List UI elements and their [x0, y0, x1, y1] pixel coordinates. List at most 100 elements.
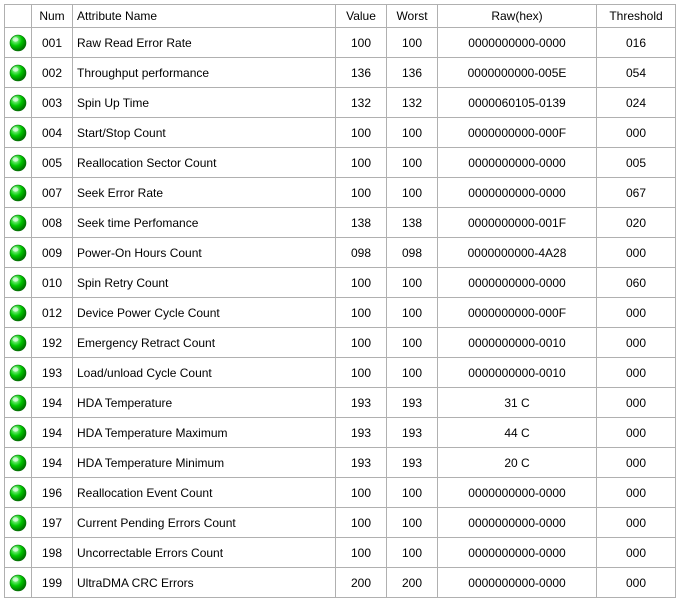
- value-cell: 193: [336, 448, 387, 478]
- threshold-cell: 000: [597, 328, 676, 358]
- table-row[interactable]: 199UltraDMA CRC Errors2002000000000000-0…: [5, 568, 676, 598]
- status-good-icon: [9, 454, 27, 472]
- value-cell: 193: [336, 388, 387, 418]
- threshold-cell: 016: [597, 28, 676, 58]
- threshold-cell: 000: [597, 508, 676, 538]
- table-row[interactable]: 001Raw Read Error Rate1001000000000000-0…: [5, 28, 676, 58]
- raw-cell: 44 C: [438, 418, 597, 448]
- status-cell: [5, 418, 32, 448]
- table-row[interactable]: 004Start/Stop Count1001000000000000-000F…: [5, 118, 676, 148]
- raw-cell: 0000000000-4A28: [438, 238, 597, 268]
- status-good-icon: [9, 394, 27, 412]
- status-good-icon: [9, 544, 27, 562]
- col-header-value: Value: [336, 5, 387, 28]
- status-cell: [5, 148, 32, 178]
- status-good-icon: [9, 274, 27, 292]
- num-cell: 008: [32, 208, 73, 238]
- num-cell: 004: [32, 118, 73, 148]
- name-cell: Start/Stop Count: [73, 118, 336, 148]
- value-cell: 100: [336, 118, 387, 148]
- status-cell: [5, 208, 32, 238]
- table-row[interactable]: 193Load/unload Cycle Count10010000000000…: [5, 358, 676, 388]
- table-row[interactable]: 002Throughput performance136136000000000…: [5, 58, 676, 88]
- status-cell: [5, 238, 32, 268]
- num-cell: 199: [32, 568, 73, 598]
- value-cell: 200: [336, 568, 387, 598]
- name-cell: Reallocation Event Count: [73, 478, 336, 508]
- status-cell: [5, 178, 32, 208]
- name-cell: Raw Read Error Rate: [73, 28, 336, 58]
- num-cell: 009: [32, 238, 73, 268]
- table-row[interactable]: 012Device Power Cycle Count1001000000000…: [5, 298, 676, 328]
- raw-cell: 0000000000-000F: [438, 298, 597, 328]
- status-cell: [5, 88, 32, 118]
- status-good-icon: [9, 214, 27, 232]
- status-good-icon: [9, 124, 27, 142]
- worst-cell: 100: [387, 118, 438, 148]
- value-cell: 100: [336, 358, 387, 388]
- table-row[interactable]: 196Reallocation Event Count1001000000000…: [5, 478, 676, 508]
- raw-cell: 0000000000-0000: [438, 28, 597, 58]
- num-cell: 192: [32, 328, 73, 358]
- status-cell: [5, 28, 32, 58]
- status-cell: [5, 358, 32, 388]
- threshold-cell: 024: [597, 88, 676, 118]
- table-row[interactable]: 003Spin Up Time1321320000060105-0139024: [5, 88, 676, 118]
- value-cell: 100: [336, 508, 387, 538]
- worst-cell: 100: [387, 178, 438, 208]
- table-row[interactable]: 008Seek time Perfomance1381380000000000-…: [5, 208, 676, 238]
- table-row[interactable]: 005Reallocation Sector Count100100000000…: [5, 148, 676, 178]
- num-cell: 194: [32, 388, 73, 418]
- raw-cell: 0000000000-0010: [438, 328, 597, 358]
- table-row[interactable]: 198Uncorrectable Errors Count10010000000…: [5, 538, 676, 568]
- col-header-name: Attribute Name: [73, 5, 336, 28]
- value-cell: 100: [336, 328, 387, 358]
- name-cell: HDA Temperature: [73, 388, 336, 418]
- raw-cell: 0000000000-0000: [438, 478, 597, 508]
- threshold-cell: 000: [597, 298, 676, 328]
- value-cell: 100: [336, 148, 387, 178]
- num-cell: 012: [32, 298, 73, 328]
- worst-cell: 100: [387, 298, 438, 328]
- raw-cell: 0000000000-001F: [438, 208, 597, 238]
- status-good-icon: [9, 484, 27, 502]
- table-row[interactable]: 007Seek Error Rate1001000000000000-00000…: [5, 178, 676, 208]
- worst-cell: 100: [387, 328, 438, 358]
- raw-cell: 20 C: [438, 448, 597, 478]
- threshold-cell: 067: [597, 178, 676, 208]
- status-good-icon: [9, 304, 27, 322]
- raw-cell: 31 C: [438, 388, 597, 418]
- worst-cell: 100: [387, 538, 438, 568]
- num-cell: 003: [32, 88, 73, 118]
- table-row[interactable]: 010Spin Retry Count1001000000000000-0000…: [5, 268, 676, 298]
- value-cell: 098: [336, 238, 387, 268]
- num-cell: 194: [32, 448, 73, 478]
- name-cell: Seek time Perfomance: [73, 208, 336, 238]
- table-row[interactable]: 009Power-On Hours Count0980980000000000-…: [5, 238, 676, 268]
- threshold-cell: 000: [597, 478, 676, 508]
- status-good-icon: [9, 154, 27, 172]
- num-cell: 005: [32, 148, 73, 178]
- raw-cell: 0000000000-0010: [438, 358, 597, 388]
- num-cell: 001: [32, 28, 73, 58]
- name-cell: Reallocation Sector Count: [73, 148, 336, 178]
- status-good-icon: [9, 514, 27, 532]
- status-good-icon: [9, 424, 27, 442]
- worst-cell: 100: [387, 358, 438, 388]
- worst-cell: 132: [387, 88, 438, 118]
- raw-cell: 0000060105-0139: [438, 88, 597, 118]
- value-cell: 100: [336, 538, 387, 568]
- name-cell: Device Power Cycle Count: [73, 298, 336, 328]
- table-row[interactable]: 194HDA Temperature Maximum19319344 C000: [5, 418, 676, 448]
- smart-attributes-table: Num Attribute Name Value Worst Raw(hex) …: [4, 4, 676, 598]
- worst-cell: 138: [387, 208, 438, 238]
- table-header-row: Num Attribute Name Value Worst Raw(hex) …: [5, 5, 676, 28]
- table-row[interactable]: 194HDA Temperature Minimum19319320 C000: [5, 448, 676, 478]
- table-row[interactable]: 194HDA Temperature19319331 C000: [5, 388, 676, 418]
- raw-cell: 0000000000-0000: [438, 538, 597, 568]
- threshold-cell: 020: [597, 208, 676, 238]
- col-header-status: [5, 5, 32, 28]
- table-row[interactable]: 192Emergency Retract Count10010000000000…: [5, 328, 676, 358]
- num-cell: 197: [32, 508, 73, 538]
- table-row[interactable]: 197Current Pending Errors Count100100000…: [5, 508, 676, 538]
